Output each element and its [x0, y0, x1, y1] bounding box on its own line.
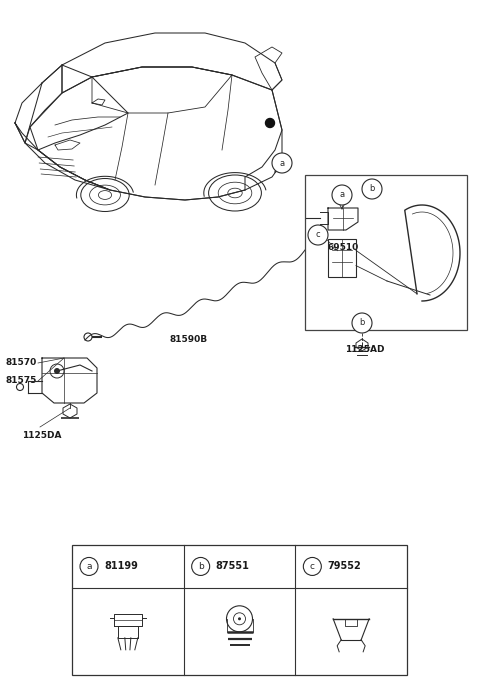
Text: 81575: 81575: [6, 377, 37, 386]
Text: c: c: [310, 562, 315, 571]
Text: 69510: 69510: [328, 243, 359, 252]
Circle shape: [192, 558, 210, 575]
Circle shape: [54, 368, 60, 374]
Text: 1125AD: 1125AD: [345, 345, 384, 354]
Text: a: a: [279, 158, 285, 168]
Text: 87551: 87551: [216, 562, 250, 571]
Circle shape: [272, 153, 292, 173]
Bar: [305, 175, 467, 330]
Bar: [328, 239, 356, 277]
Text: 81570: 81570: [6, 358, 37, 367]
Text: 81199: 81199: [104, 562, 138, 571]
Text: b: b: [360, 319, 365, 327]
Circle shape: [303, 558, 321, 575]
Text: b: b: [198, 562, 204, 571]
Text: a: a: [339, 190, 345, 199]
Circle shape: [362, 179, 382, 199]
Text: 79552: 79552: [327, 562, 361, 571]
Text: 1125DA: 1125DA: [22, 431, 61, 440]
Text: b: b: [369, 184, 375, 193]
Circle shape: [308, 225, 328, 245]
Text: c: c: [316, 230, 320, 240]
Circle shape: [332, 185, 352, 205]
Bar: [72, 545, 407, 675]
Text: 81590B: 81590B: [170, 335, 208, 344]
Text: a: a: [86, 562, 92, 571]
Circle shape: [265, 119, 275, 127]
Circle shape: [352, 313, 372, 333]
Circle shape: [80, 558, 98, 575]
Circle shape: [238, 617, 241, 621]
